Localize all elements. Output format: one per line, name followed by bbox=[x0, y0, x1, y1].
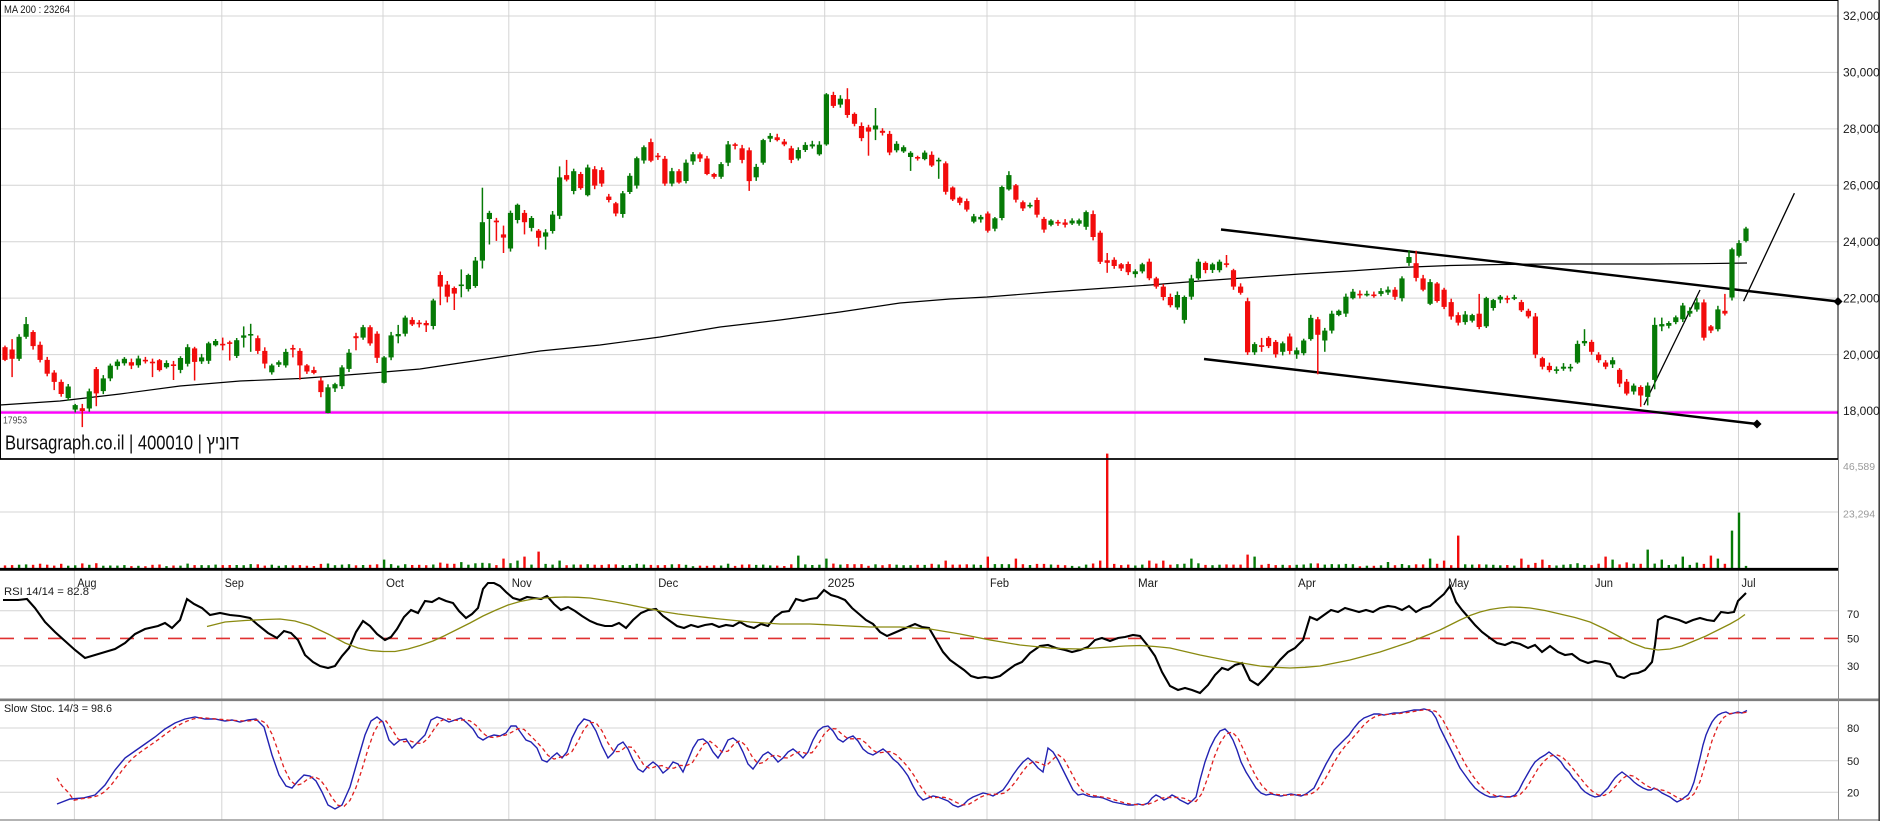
svg-text:23,294: 23,294 bbox=[1843, 509, 1875, 521]
svg-text:Mar: Mar bbox=[1138, 578, 1158, 590]
svg-text:2025: 2025 bbox=[828, 578, 855, 590]
svg-text:70: 70 bbox=[1847, 609, 1859, 621]
svg-text:46,589: 46,589 bbox=[1843, 461, 1875, 473]
svg-text:50: 50 bbox=[1847, 756, 1859, 768]
svg-text:Nov: Nov bbox=[512, 578, 532, 590]
svg-text:Jul: Jul bbox=[1742, 578, 1756, 590]
svg-text:18,000: 18,000 bbox=[1843, 404, 1880, 418]
svg-text:Oct: Oct bbox=[386, 578, 405, 590]
svg-text:MA 200 : 23264: MA 200 : 23264 bbox=[4, 4, 70, 16]
svg-text:20,000: 20,000 bbox=[1843, 348, 1880, 362]
svg-text:30,000: 30,000 bbox=[1843, 66, 1880, 80]
svg-text:30: 30 bbox=[1847, 661, 1859, 673]
svg-text:RSI 14/14 = 82.8: RSI 14/14 = 82.8 bbox=[4, 586, 89, 598]
svg-text:26,000: 26,000 bbox=[1843, 179, 1880, 193]
svg-text:Sep: Sep bbox=[225, 578, 244, 590]
svg-text:50: 50 bbox=[1847, 634, 1859, 646]
svg-text:Dec: Dec bbox=[658, 578, 678, 590]
svg-text:Bursagraph.co.il | 400010 | דו: Bursagraph.co.il | 400010 | דוניץ bbox=[5, 432, 239, 455]
svg-text:24,000: 24,000 bbox=[1843, 235, 1880, 249]
svg-text:Feb: Feb bbox=[990, 578, 1009, 590]
svg-text:Slow Stoc. 14/3 = 98.6: Slow Stoc. 14/3 = 98.6 bbox=[4, 703, 112, 715]
svg-text:20: 20 bbox=[1847, 788, 1859, 800]
svg-text:28,000: 28,000 bbox=[1843, 122, 1880, 136]
svg-text:32,000: 32,000 bbox=[1843, 9, 1880, 23]
svg-text:May: May bbox=[1448, 578, 1469, 590]
svg-text:22,000: 22,000 bbox=[1843, 291, 1880, 305]
svg-text:17953: 17953 bbox=[3, 416, 27, 427]
svg-text:80: 80 bbox=[1847, 723, 1859, 735]
svg-text:Aug: Aug bbox=[77, 578, 96, 590]
svg-text:Apr: Apr bbox=[1298, 578, 1316, 590]
svg-text:Jun: Jun bbox=[1595, 578, 1613, 590]
